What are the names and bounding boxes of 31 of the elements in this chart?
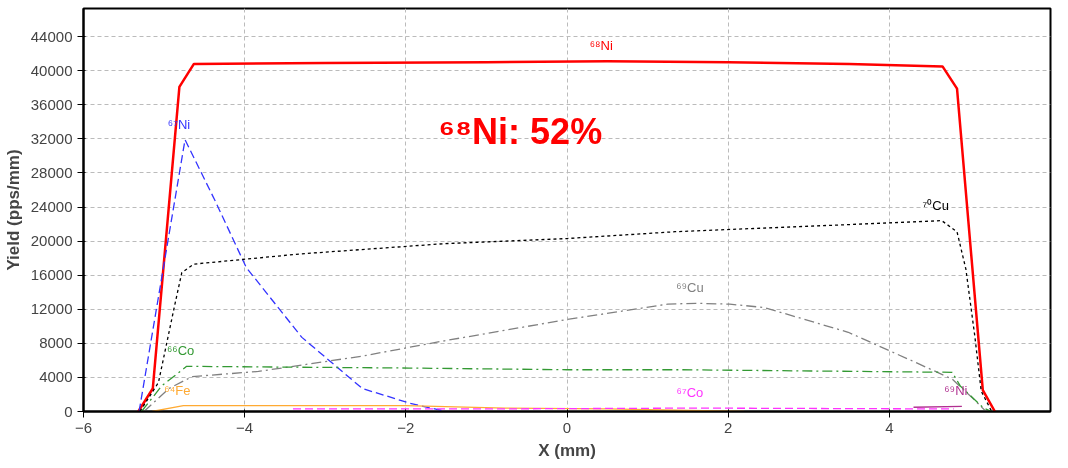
y-tick-label: 36000 (30, 95, 73, 113)
x-tick-label: −4 (236, 418, 254, 436)
series-label: ⁷⁰Cu (922, 197, 949, 213)
y-tick-label: 12000 (30, 300, 73, 318)
y-tick-label: 0 (64, 402, 73, 420)
annotation: ⁶⁸Ni: 52% (438, 110, 603, 152)
y-tick-label: 20000 (30, 232, 73, 250)
series-label: ⁶⁶Co (166, 343, 195, 359)
y-tick-label: 16000 (30, 266, 73, 284)
x-tick-label: 0 (562, 418, 572, 436)
series-label: ⁶⁴Fe (164, 382, 191, 398)
y-tick-label: 8000 (39, 334, 73, 352)
series-label: ⁶⁹Cu (676, 280, 704, 296)
line-series (140, 365, 993, 412)
line-series (143, 302, 987, 412)
y-axis-title: Yield (pps/mm) (3, 149, 23, 271)
series-label: ⁶⁸Ni (589, 38, 613, 54)
y-tick-label: 4000 (39, 368, 73, 386)
y-tick-label: 44000 (30, 27, 73, 45)
y-tick-label: 24000 (30, 198, 73, 216)
series-label: ⁶⁹Ni (944, 383, 968, 399)
x-tick-label: 2 (724, 418, 733, 436)
series-label: ⁶⁷Co (676, 385, 704, 401)
x-tick-label: 4 (885, 418, 894, 436)
line-series (137, 60, 997, 412)
y-tick-label: 40000 (30, 61, 73, 79)
y-tick-label: 32000 (30, 129, 73, 147)
y-tick-label: 28000 (30, 163, 73, 181)
x-tick-label: −6 (74, 418, 93, 436)
x-axis-title: X (mm) (538, 440, 596, 460)
x-tick-label: −2 (397, 418, 415, 436)
